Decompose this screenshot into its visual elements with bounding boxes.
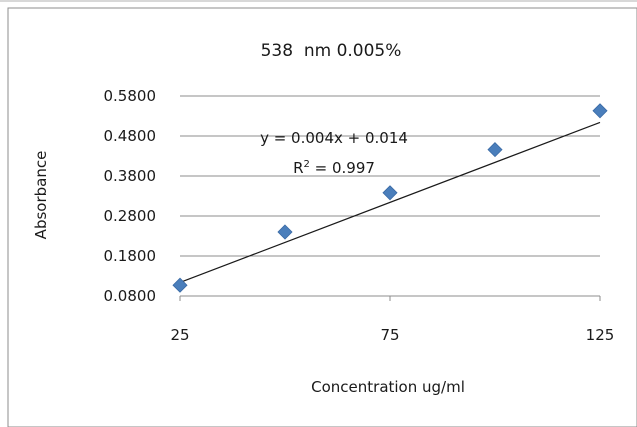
y-axis-title: Absorbance	[32, 151, 50, 240]
r-squared-prefix: R	[293, 159, 303, 177]
x-tick-label: 75	[380, 326, 399, 344]
r-squared-value: = 0.997	[310, 159, 375, 177]
x-axis-title: Concentration ug/ml	[311, 378, 465, 396]
y-tick-label: 0.1800	[104, 247, 157, 265]
data-markers	[172, 103, 608, 293]
y-tick-labels: 0.0800 0.1800 0.2800 0.3800 0.4800 0.5800	[104, 87, 157, 305]
x-tick-label: 125	[586, 326, 615, 344]
y-tick-label: 0.4800	[104, 127, 157, 145]
trendline-equation: y = 0.004x + 0.014	[260, 129, 408, 147]
data-point	[172, 277, 188, 293]
trendline-group	[179, 121, 601, 283]
y-tick-label: 0.5800	[104, 87, 157, 105]
data-point	[382, 185, 398, 201]
data-point	[592, 103, 608, 119]
chart-area-border	[7, 7, 637, 427]
trendline	[179, 121, 601, 283]
r-squared-label: R2 = 0.997	[293, 159, 375, 177]
r-squared-superscript: 2	[304, 159, 310, 170]
data-point	[487, 142, 503, 158]
x-tick-label: 25	[170, 326, 189, 344]
x-tick-labels: 25 75 125	[170, 326, 614, 344]
chart-title: 538 nm 0.005%	[261, 41, 402, 61]
y-tick-label: 0.3800	[104, 167, 157, 185]
data-point	[277, 224, 293, 240]
y-tick-label: 0.2800	[104, 207, 157, 225]
y-tick-label: 0.0800	[104, 287, 157, 305]
